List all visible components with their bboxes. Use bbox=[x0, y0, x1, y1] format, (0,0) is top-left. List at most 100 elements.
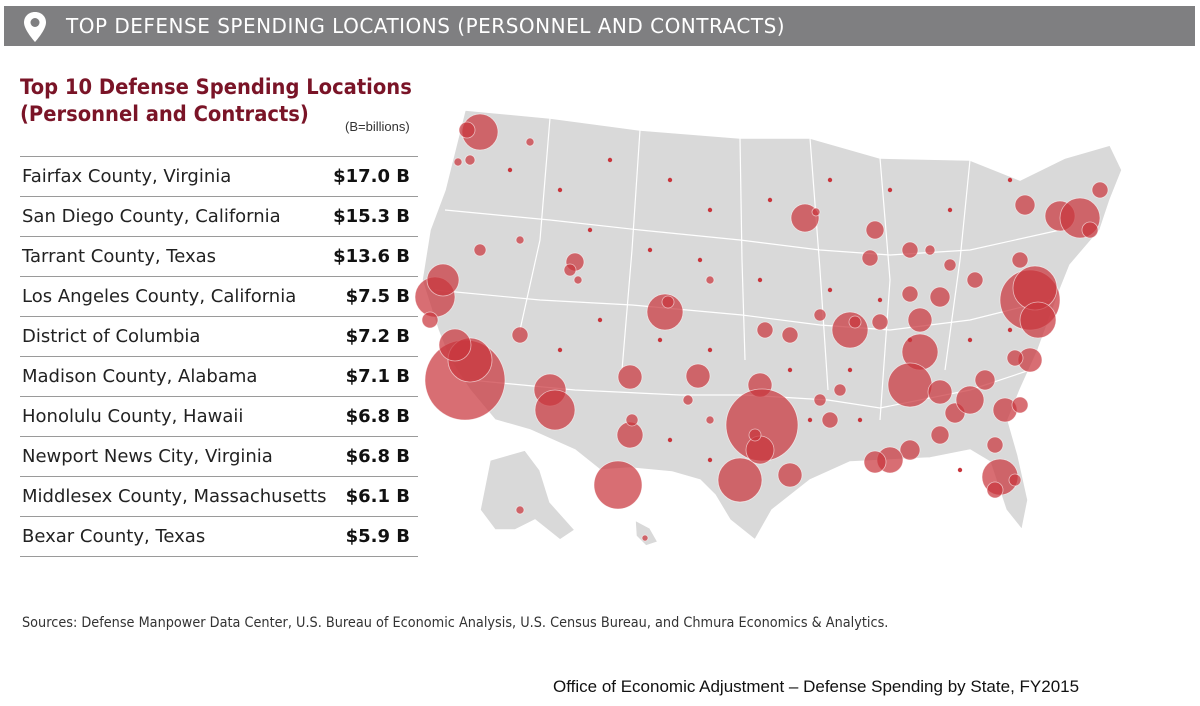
spending-bubble bbox=[473, 243, 487, 257]
state-borders bbox=[434, 117, 1061, 421]
spending-dot bbox=[587, 227, 593, 233]
spending-dot bbox=[667, 177, 673, 183]
spending-dot bbox=[807, 417, 813, 423]
spending-bubble bbox=[1011, 396, 1029, 414]
spending-dot bbox=[1007, 327, 1013, 333]
table-row: Tarrant County, Texas $13.6 B bbox=[20, 237, 418, 277]
units-note: (B=billions) bbox=[345, 119, 410, 134]
spending-bubble bbox=[930, 425, 950, 445]
spending-bubble bbox=[781, 326, 799, 344]
location-name: San Diego County, California bbox=[22, 206, 281, 227]
spending-dot bbox=[947, 207, 953, 213]
location-name: Bexar County, Texas bbox=[22, 526, 206, 547]
spending-bubble bbox=[927, 379, 953, 405]
spending-dot bbox=[607, 157, 613, 163]
spending-bubble bbox=[831, 311, 869, 349]
spending-dot bbox=[787, 367, 793, 373]
spending-dot bbox=[767, 197, 773, 203]
spending-bubble bbox=[899, 439, 921, 461]
spending-bubble bbox=[986, 481, 1004, 499]
spending-bubble bbox=[887, 362, 933, 408]
spending-bubble bbox=[438, 328, 472, 362]
spending-bubble bbox=[861, 249, 879, 267]
spending-bubble bbox=[1008, 473, 1022, 487]
spending-bubble bbox=[705, 275, 715, 285]
spending-bubble bbox=[811, 207, 821, 217]
location-name: Fairfax County, Virginia bbox=[22, 166, 232, 187]
spending-bubble bbox=[901, 241, 919, 259]
spending-dot bbox=[907, 337, 913, 343]
spending-bubble bbox=[421, 311, 439, 329]
spending-dot bbox=[557, 347, 563, 353]
spending-bubble bbox=[813, 308, 827, 322]
spending-bubble bbox=[907, 307, 933, 333]
hawaii-shape bbox=[634, 518, 660, 547]
heading-line-1: Top 10 Defense Spending Locations bbox=[20, 75, 412, 99]
spending-bubble bbox=[511, 326, 529, 344]
spending-dot bbox=[757, 277, 763, 283]
table-row: San Diego County, California $15.3 B bbox=[20, 197, 418, 237]
credit-line: Office of Economic Adjustment – Defense … bbox=[553, 677, 1080, 696]
spending-bubble bbox=[717, 457, 763, 503]
spending-dot bbox=[1007, 177, 1013, 183]
spending-bubble bbox=[685, 363, 711, 389]
spending-bubble bbox=[756, 321, 774, 339]
spending-bubble bbox=[641, 534, 649, 542]
spending-dot bbox=[707, 457, 713, 463]
spending-bubbles bbox=[414, 113, 1109, 542]
location-value: $7.5 B bbox=[345, 286, 410, 307]
spending-bubble bbox=[833, 383, 847, 397]
table-row: Middlesex County, Massachusetts $6.1 B bbox=[20, 477, 418, 517]
banner-title: TOP DEFENSE SPENDING LOCATIONS (PERSONNE… bbox=[66, 14, 786, 38]
spending-bubble bbox=[661, 295, 675, 309]
spending-bubble bbox=[617, 364, 643, 390]
spending-dot bbox=[967, 337, 973, 343]
spending-bubble bbox=[1011, 251, 1029, 269]
table-row: District of Columbia $7.2 B bbox=[20, 317, 418, 357]
spending-bubble bbox=[848, 315, 862, 329]
spending-dot bbox=[657, 337, 663, 343]
spending-dot bbox=[877, 297, 883, 303]
spending-bubble bbox=[924, 244, 936, 256]
spending-bubble bbox=[573, 275, 583, 285]
spending-bubble bbox=[966, 271, 984, 289]
spending-bubble bbox=[464, 154, 476, 166]
location-name: Honolulu County, Hawaii bbox=[22, 406, 244, 427]
spending-bubble bbox=[1081, 221, 1099, 239]
location-value: $7.2 B bbox=[345, 326, 410, 347]
spending-bubble bbox=[705, 415, 715, 425]
spending-bubble bbox=[813, 393, 827, 407]
spending-bubble bbox=[901, 285, 919, 303]
location-value: $13.6 B bbox=[333, 246, 410, 267]
us-spending-map bbox=[414, 109, 1123, 547]
sources-note: Sources: Defense Manpower Data Center, U… bbox=[22, 615, 889, 631]
location-pin-icon bbox=[24, 12, 46, 42]
spending-bubble bbox=[871, 313, 889, 331]
location-name: Madison County, Alabama bbox=[22, 366, 258, 387]
spending-dot bbox=[957, 467, 963, 473]
spending-bubble bbox=[1006, 349, 1024, 367]
table-row: Honolulu County, Hawaii $6.8 B bbox=[20, 397, 418, 437]
table-row: Los Angeles County, California $7.5 B bbox=[20, 277, 418, 317]
table-row: Bexar County, Texas $5.9 B bbox=[20, 517, 418, 557]
spending-dot bbox=[827, 287, 833, 293]
spending-bubble bbox=[748, 428, 762, 442]
spending-bubble bbox=[777, 462, 803, 488]
spending-bubble bbox=[593, 460, 643, 510]
spending-bubble bbox=[682, 394, 694, 406]
spending-dot bbox=[647, 247, 653, 253]
spending-bubble bbox=[1019, 301, 1057, 339]
spending-bubble bbox=[625, 413, 639, 427]
spending-dot bbox=[847, 367, 853, 373]
spending-bubble bbox=[986, 436, 1004, 454]
spending-bubble bbox=[515, 235, 525, 245]
location-value: $15.3 B bbox=[333, 206, 410, 227]
spending-bubble bbox=[745, 435, 775, 465]
spending-bubble bbox=[974, 369, 996, 391]
locations-table: Fairfax County, Virginia $17.0 B San Dieg… bbox=[20, 156, 418, 557]
heading-line-2: (Personnel and Contracts) bbox=[20, 102, 309, 126]
spending-dot bbox=[707, 347, 713, 353]
spending-bubble bbox=[955, 385, 985, 415]
spending-dot bbox=[597, 317, 603, 323]
spending-bubble bbox=[534, 389, 576, 431]
